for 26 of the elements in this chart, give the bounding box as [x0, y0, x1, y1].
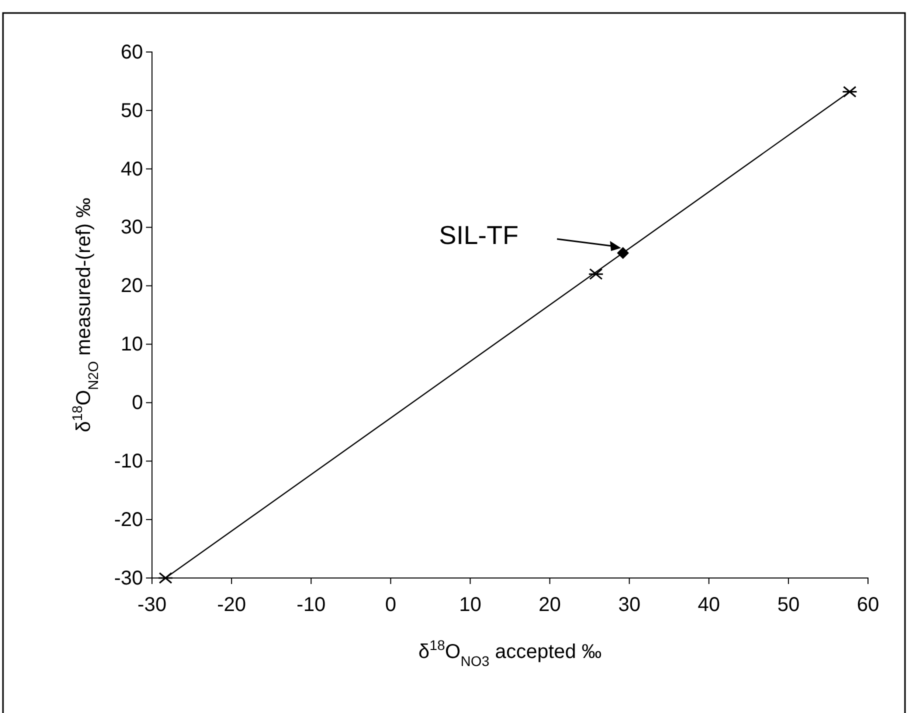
x-tick-label: 10: [459, 594, 482, 616]
point: [842, 86, 858, 98]
y-tick-label: 20: [120, 275, 143, 298]
x-tick-label: -30: [138, 594, 166, 616]
x-tick-label: 50: [777, 594, 800, 616]
x-tick-label: -20: [217, 594, 246, 616]
y-tick-label: -20: [114, 508, 143, 531]
y-tick-label: -10: [114, 450, 143, 473]
y-tick-label: 40: [120, 158, 143, 180]
y-tick-label: 10: [120, 334, 143, 356]
annotation: SIL-TF: [439, 220, 518, 250]
point: [158, 572, 174, 584]
x-tick-label: 60: [856, 594, 880, 616]
point: [588, 268, 604, 280]
x-axis-title: δ$^{18}$O$_{NO3}$ accepted ‰: [418, 637, 602, 669]
x-tick-label: 30: [618, 594, 640, 616]
x-tick-label: 40: [698, 594, 720, 616]
y-tick-label: 30: [120, 216, 143, 239]
y-tick-label: 50: [120, 100, 143, 122]
y-tick-label: 0: [132, 392, 143, 414]
point: [616, 247, 629, 260]
x-tick-label: -10: [296, 594, 326, 616]
x-tick-label: 20: [538, 594, 561, 616]
x-tick-label: 0: [385, 594, 396, 616]
y-tick-label: -30: [114, 567, 143, 590]
y-tick-label: 60: [120, 41, 143, 64]
